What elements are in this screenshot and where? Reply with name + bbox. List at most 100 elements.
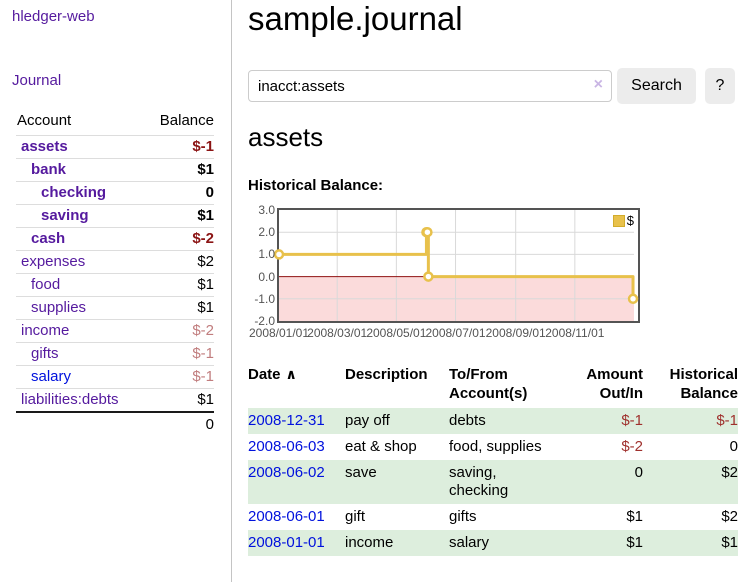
account-name-cell: saving <box>16 204 145 228</box>
transaction-accounts: saving, checking <box>449 460 560 504</box>
accounts-header-balance: Balance <box>144 110 214 136</box>
transaction-description: save <box>345 460 449 504</box>
x-tick-label: 2008/07/01 <box>425 326 486 340</box>
account-balance: 0 <box>144 181 214 205</box>
transaction-date-link[interactable]: 2008-06-01 <box>248 508 325 525</box>
x-tick-label: 2008/09/01 <box>485 326 546 340</box>
transaction-description: income <box>345 530 449 556</box>
y-tick-label: 0.0 <box>258 269 275 284</box>
account-link[interactable]: cash <box>31 230 66 247</box>
sort-ascending-icon[interactable]: ∧ <box>285 366 297 382</box>
account-name-cell: assets <box>16 135 145 159</box>
account-link[interactable]: supplies <box>31 299 87 316</box>
transaction-date-link[interactable]: 2008-12-31 <box>248 412 325 429</box>
accounts-total-balance: 0 <box>205 416 214 433</box>
account-link[interactable]: salary <box>31 368 72 385</box>
account-link[interactable]: income <box>21 322 70 339</box>
transaction-date-link[interactable]: 2008-06-02 <box>248 464 325 481</box>
chart-legend: $ <box>612 213 634 228</box>
historical-balance-chart: $ 3.0 2.0 1.0 0.0 -1.0 -2.0 2008/01/01 2008/03… <box>248 200 742 346</box>
accounts-header-account: Account <box>16 110 145 136</box>
account-row: supplies $1 <box>16 296 214 320</box>
app-title-link[interactable]: hledger-web <box>12 8 95 25</box>
legend-swatch-icon <box>612 214 625 227</box>
help-button[interactable]: ? <box>705 68 735 104</box>
transaction-row: 2008-01-01 income salary $1 $1 <box>248 530 738 556</box>
register-table: Date ∧ Description To/From Account(s) Amount… <box>248 363 738 556</box>
account-link[interactable]: saving <box>41 207 89 224</box>
account-row: gifts $-1 <box>16 342 214 366</box>
page-title: sample.journal <box>248 0 463 37</box>
accounts-total-spacer <box>16 412 145 436</box>
transaction-accounts: gifts <box>449 508 477 525</box>
account-name-cell: liabilities:debts <box>16 388 145 413</box>
chart-plot-area: $ <box>273 208 640 323</box>
account-balance: $-1 <box>144 135 214 159</box>
x-tick-label: 2008/05/01 <box>366 326 427 340</box>
account-name-cell: gifts <box>16 342 145 366</box>
account-link[interactable]: checking <box>41 184 107 201</box>
transaction-row: 2008-06-03 eat & shop food, supplies $-2 0 <box>248 434 738 460</box>
search-form: × Search ? <box>248 68 742 104</box>
register-header-description: Description <box>345 366 428 383</box>
account-row: cash $-2 <box>16 227 214 251</box>
register-header-to-from: To/From Account(s) <box>449 366 528 402</box>
transaction-date-cell: 2008-01-01 <box>248 530 345 556</box>
transaction-date-link[interactable]: 2008-01-01 <box>248 534 325 551</box>
account-link[interactable]: gifts <box>31 345 59 362</box>
account-row: salary $-1 <box>16 365 214 389</box>
transaction-accounts: salary <box>449 530 560 556</box>
transaction-description: gift <box>345 508 366 525</box>
transaction-description: pay off <box>345 408 449 434</box>
x-tick-label: 2008/03/01 <box>307 326 368 340</box>
chart-title: Historical Balance: <box>248 177 384 194</box>
account-balance: $1 <box>144 204 214 228</box>
y-tick-label: 1.0 <box>258 247 275 262</box>
account-link[interactable]: expenses <box>21 253 86 270</box>
transaction-amount: 0 <box>560 460 643 504</box>
transaction-date-cell: 2008-06-03 <box>248 434 345 460</box>
register-header-date[interactable]: Date ∧ <box>248 366 297 383</box>
search-button[interactable]: Search <box>617 68 696 104</box>
account-link[interactable]: assets <box>21 138 68 155</box>
register-header-historical: Historical Balance <box>669 366 738 402</box>
account-link[interactable]: liabilities:debts <box>21 391 119 408</box>
search-input[interactable] <box>248 70 612 102</box>
y-tick-label: -2.0 <box>254 314 275 328</box>
account-balance: $2 <box>144 250 214 274</box>
transaction-balance: $1 <box>643 530 738 556</box>
transaction-balance: 0 <box>729 438 738 455</box>
account-balance: $1 <box>144 158 214 182</box>
account-name-cell: income <box>16 319 145 343</box>
account-balance: $-1 <box>144 342 214 366</box>
account-balance: $-2 <box>144 319 214 343</box>
transaction-date-link[interactable]: 2008-06-03 <box>248 438 325 455</box>
transaction-row: 2008-06-02 save saving, checking 0 $2 <box>248 460 738 504</box>
transaction-amount: $-1 <box>560 408 643 434</box>
account-balance: $-1 <box>144 365 214 389</box>
clear-search-icon[interactable]: × <box>593 76 603 93</box>
y-tick-label: 2.0 <box>258 225 275 240</box>
account-link[interactable]: bank <box>31 161 67 178</box>
account-row: expenses $2 <box>16 250 214 274</box>
x-tick-label: 2008/11/01 <box>545 326 605 340</box>
chart-canvas <box>273 210 639 321</box>
legend-label: $ <box>626 213 634 228</box>
account-name-cell: bank <box>16 158 145 182</box>
transaction-amount: $1 <box>560 530 643 556</box>
account-name-cell: checking <box>16 181 145 205</box>
transaction-balance: $-1 <box>643 408 738 434</box>
account-heading: assets <box>248 122 324 152</box>
account-row: income $-2 <box>16 319 214 343</box>
transaction-date-cell: 2008-12-31 <box>248 408 345 434</box>
transaction-description: eat & shop <box>345 438 417 455</box>
sidebar-item-journal[interactable]: Journal <box>12 72 62 89</box>
account-name-cell: cash <box>16 227 145 251</box>
register-header-amount: Amount Out/In <box>586 366 643 402</box>
transaction-amount: $1 <box>626 508 643 525</box>
account-link[interactable]: food <box>31 276 61 293</box>
sidebar: hledger-web Journal Account Balance asse… <box>0 0 232 582</box>
account-row: food $1 <box>16 273 214 297</box>
account-name-cell: salary <box>16 365 145 389</box>
